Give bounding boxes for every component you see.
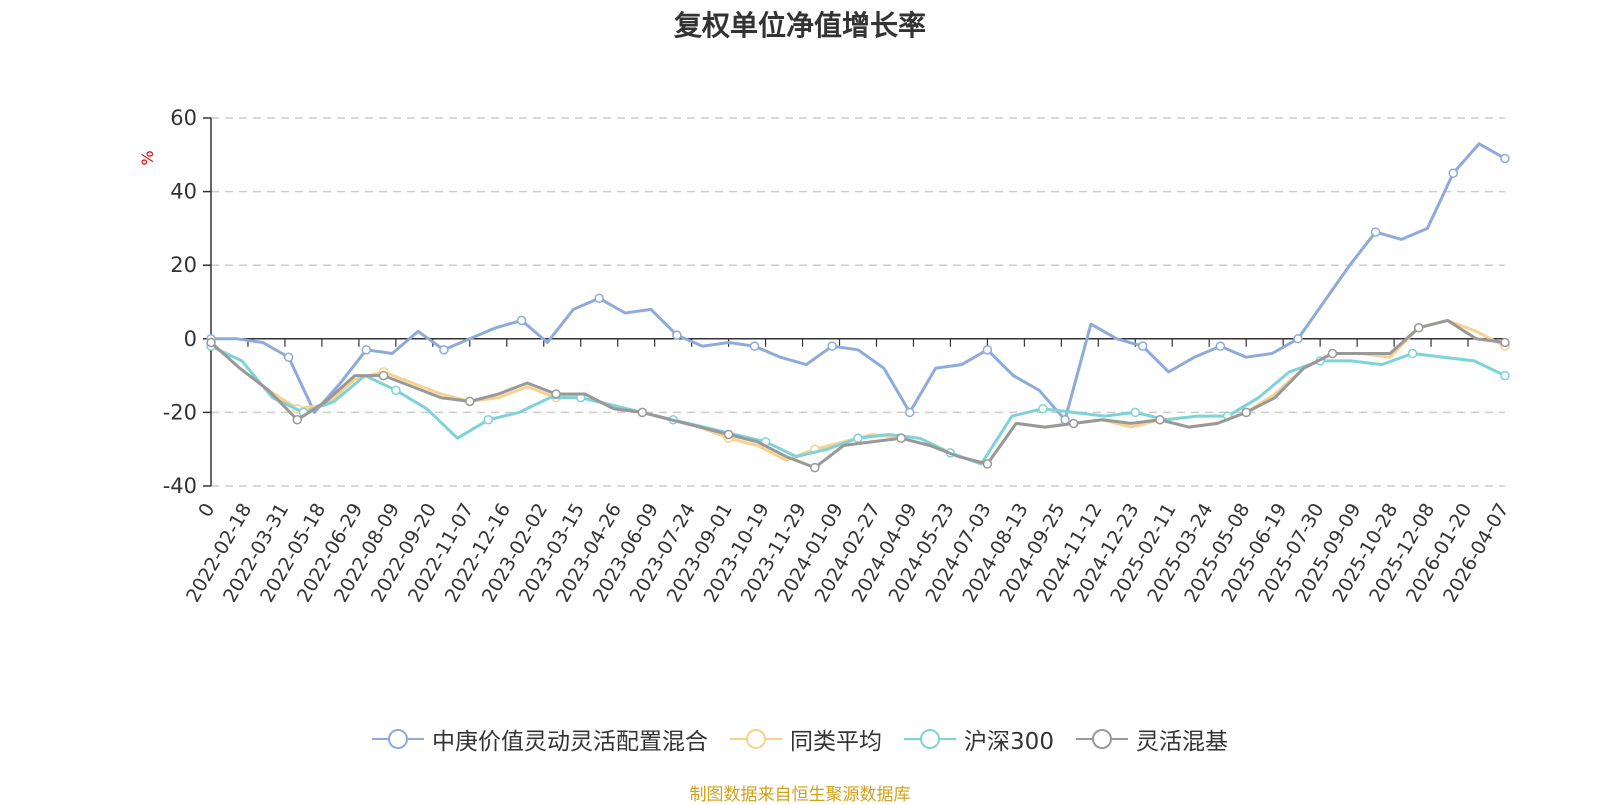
axis-layer	[203, 117, 1506, 487]
data-point	[1038, 403, 1048, 414]
data-point	[1500, 337, 1510, 348]
series-line-3	[210, 318, 1506, 470]
data-point	[361, 345, 372, 355]
data-point	[1500, 370, 1510, 381]
source-note: 制图数据来自恒生聚源数据库	[689, 785, 911, 805]
data-point	[1155, 415, 1165, 425]
data-point	[1448, 168, 1458, 178]
y-tick-label: -20	[163, 400, 197, 424]
legend-marker-peer-average	[730, 729, 783, 749]
data-point	[637, 407, 648, 418]
data-point	[1215, 341, 1226, 351]
series-layer	[206, 142, 1510, 473]
legend-item-peer-average[interactable]: 同类平均	[730, 722, 882, 756]
grid-layer	[211, 117, 1505, 487]
data-point	[1407, 348, 1418, 359]
legend-marker-csi300	[904, 729, 957, 749]
data-point	[465, 396, 475, 407]
data-point	[853, 433, 863, 443]
y-tick-label: 60	[170, 106, 197, 130]
data-point	[723, 429, 734, 440]
data-point	[672, 330, 682, 340]
data-point	[1293, 334, 1303, 344]
y-tick-label: 20	[170, 253, 197, 277]
data-point	[810, 462, 820, 473]
data-point	[206, 337, 216, 348]
data-point	[1068, 418, 1079, 429]
y-axis-unit: %	[138, 150, 157, 165]
data-point	[1130, 407, 1141, 418]
data-point	[516, 315, 527, 326]
series-line-0	[211, 142, 1506, 422]
data-point	[1500, 153, 1510, 164]
data-point	[1137, 341, 1148, 351]
data-point	[1327, 348, 1338, 359]
legend: 中庚价值灵动灵活配置混合 同类平均 沪深300 灵活混基	[0, 722, 1600, 756]
x-tick-label: 0	[194, 500, 219, 521]
data-point	[905, 407, 915, 418]
legend-label-peer-average: 同类平均	[790, 729, 883, 755]
chart-title: 复权单位净值增长率	[673, 9, 926, 42]
data-point	[292, 415, 303, 425]
data-point	[896, 433, 906, 443]
y-tick-label: -40	[163, 474, 197, 498]
data-point	[827, 341, 837, 351]
legend-label-csi300: 沪深300	[964, 729, 1054, 755]
y-tick-label: 40	[170, 180, 197, 204]
legend-item-csi300[interactable]: 沪深300	[904, 722, 1054, 756]
legend-label-flexible-mixed: 灵活混基	[1135, 729, 1228, 755]
data-point	[594, 293, 604, 304]
data-point	[283, 352, 294, 362]
legend-marker-fund	[372, 729, 425, 749]
legend-label-fund: 中庚价值灵动灵活配置混合	[432, 729, 709, 755]
legend-item-fund[interactable]: 中庚价值灵动灵活配置混合	[372, 722, 708, 756]
y-tick-label: 0	[184, 327, 197, 351]
data-point	[391, 385, 401, 396]
data-point	[439, 345, 449, 355]
data-point	[483, 415, 494, 425]
label-layer: 6040200-20-40%02022-02-182022-03-312022-…	[138, 106, 1513, 606]
legend-item-flexible-mixed[interactable]: 灵活混基	[1075, 722, 1228, 756]
legend-marker-flexible-mixed	[1075, 729, 1128, 749]
data-point	[378, 370, 389, 381]
data-point	[1413, 323, 1424, 333]
data-point	[1241, 407, 1251, 418]
data-point	[982, 459, 993, 469]
data-point	[1060, 415, 1070, 425]
chart-area: 6040200-20-40%02022-02-182022-03-312022-…	[138, 106, 1513, 606]
data-point	[982, 345, 993, 355]
data-point	[749, 341, 760, 351]
data-point	[1370, 227, 1381, 237]
data-point	[551, 389, 561, 399]
